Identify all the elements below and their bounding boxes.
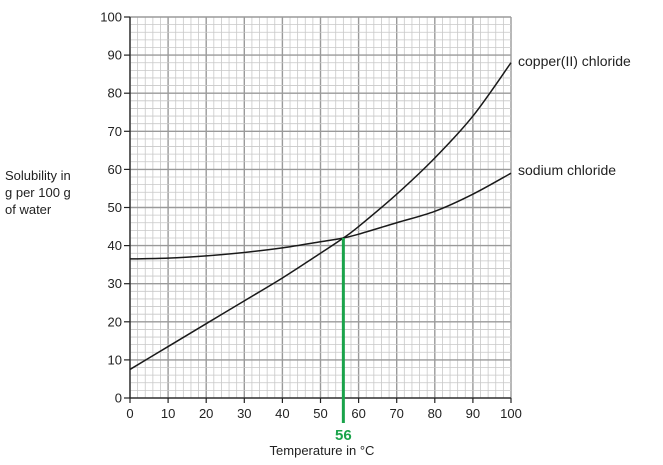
x-tick-label: 10: [161, 406, 175, 421]
y-axis-label-line: of water: [5, 202, 52, 217]
y-axis-label-line: Solubility in: [5, 168, 71, 183]
x-tick-label: 30: [237, 406, 251, 421]
plot-series: [129, 62, 512, 371]
plot-axes: [124, 16, 512, 403]
series-label-sodium-chloride: sodium chloride: [518, 162, 616, 178]
x-tick-label: 80: [428, 406, 442, 421]
y-tick-label: 20: [108, 314, 122, 329]
x-tick-label: 20: [199, 406, 213, 421]
x-tick-label: 40: [275, 406, 289, 421]
x-tick-label: 100: [500, 406, 522, 421]
series-line-sodium-chloride: [129, 172, 512, 260]
y-tick-label: 40: [108, 238, 122, 253]
series-line-copper-ii-chloride: [129, 62, 512, 371]
x-axis-label: Temperature in °C: [270, 443, 375, 458]
intersection-marker-label: 56: [335, 427, 352, 444]
x-tick-label: 60: [351, 406, 365, 421]
y-tick-label: 80: [108, 86, 122, 101]
x-tick-label: 50: [313, 406, 327, 421]
x-tick-label: 70: [389, 406, 403, 421]
y-tick-label: 90: [108, 48, 122, 63]
y-tick-label: 70: [108, 124, 122, 139]
x-tick-label: 90: [466, 406, 480, 421]
plot-labels: 0 10 20 30 40 50 60 70 80 90 100 0 10 20 30 40 50 60 70 80 9…: [5, 10, 631, 459]
y-tick-label: 30: [108, 276, 122, 291]
y-tick-label: 0: [115, 391, 122, 406]
y-axis-label-line: g per 100 g: [5, 185, 71, 200]
y-tick-label: 60: [108, 162, 122, 177]
x-tick-label: 0: [126, 406, 133, 421]
y-tick-label: 100: [100, 10, 122, 25]
series-label-copper-ii-chloride: copper(II) chloride: [518, 53, 631, 69]
plot-grid: [129, 16, 512, 399]
y-tick-label: 10: [108, 352, 122, 367]
y-tick-label: 50: [108, 200, 122, 215]
